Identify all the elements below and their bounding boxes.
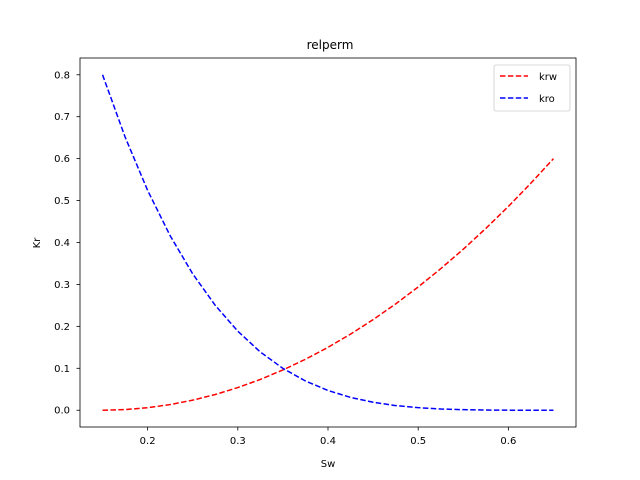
y-axis-label: Kr bbox=[32, 237, 43, 249]
x-tick-label: 0.6 bbox=[500, 436, 516, 447]
y-tick-label: 0.7 bbox=[54, 112, 70, 123]
x-tick-label: 0.4 bbox=[320, 436, 336, 447]
x-axis-label: Sw bbox=[321, 459, 336, 470]
chart-title: relperm bbox=[307, 38, 354, 52]
y-tick-label: 0.2 bbox=[54, 322, 70, 333]
y-tick-label: 0.5 bbox=[54, 196, 70, 207]
legend-frame bbox=[493, 64, 571, 112]
legend: krw kro bbox=[493, 64, 571, 112]
y-tick-label: 0.3 bbox=[54, 280, 70, 291]
legend-label-kro: kro bbox=[539, 94, 555, 105]
y-tick-label: 0.8 bbox=[54, 70, 70, 81]
y-tick-label: 0.0 bbox=[54, 406, 70, 417]
x-axis: 0.2 0.3 0.4 0.5 0.6 bbox=[140, 427, 516, 447]
x-tick-label: 0.3 bbox=[230, 436, 246, 447]
y-axis: 0.0 0.1 0.2 0.3 0.4 0.5 0.6 0.7 0.8 bbox=[54, 70, 80, 417]
x-tick-label: 0.2 bbox=[140, 436, 156, 447]
x-tick-label: 0.5 bbox=[410, 436, 426, 447]
series-layer bbox=[101, 74, 555, 411]
y-tick-label: 0.4 bbox=[54, 238, 70, 249]
y-tick-label: 0.1 bbox=[54, 364, 70, 375]
series-line-kro bbox=[101, 74, 554, 411]
y-tick-label: 0.6 bbox=[54, 154, 70, 165]
legend-label-krw: krw bbox=[539, 72, 557, 83]
series-line-krw bbox=[102, 158, 555, 411]
